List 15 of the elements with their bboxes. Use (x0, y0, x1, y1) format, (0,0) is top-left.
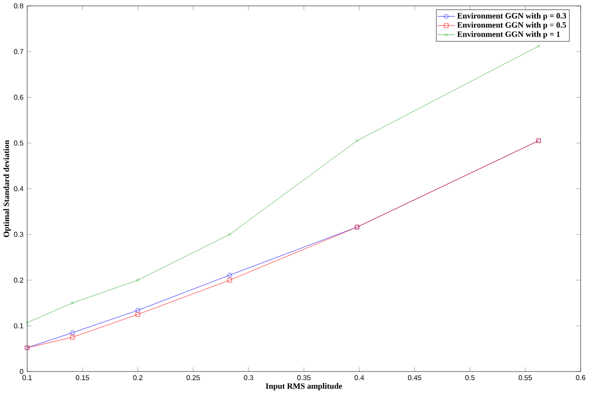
point (136, 312, 140, 317)
point (228, 232, 232, 236)
point (70, 330, 75, 336)
point (70, 335, 75, 340)
legend-label: Environment GGN with p = 0.5 (457, 22, 566, 30)
point (355, 139, 359, 142)
x-axis-title: Input RMS amplitude (266, 383, 342, 391)
legend-label: Environment GGN with p = 0.3 (457, 12, 566, 20)
y-axis-title: Optimal Standard deviation (3, 140, 11, 238)
point (70, 301, 74, 305)
point (227, 272, 232, 278)
legend-label: Environment GGN with p = 1 (457, 31, 560, 39)
point (136, 278, 140, 282)
point (227, 278, 232, 282)
point (136, 308, 140, 313)
